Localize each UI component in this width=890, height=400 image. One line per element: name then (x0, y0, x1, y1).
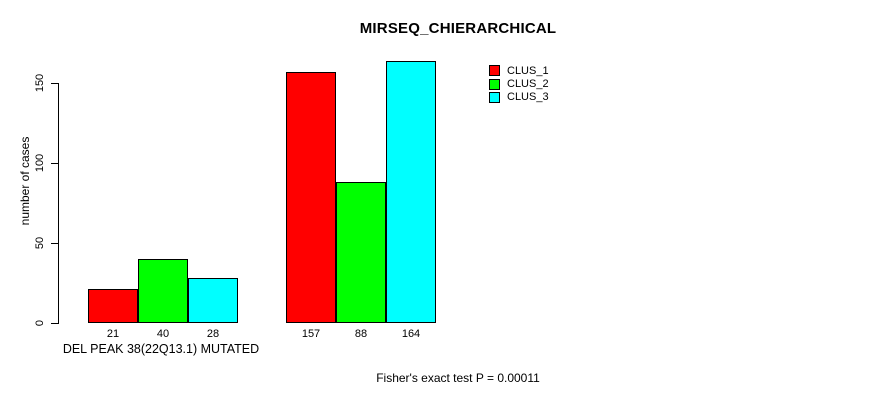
bar-clus_2-group1 (138, 259, 188, 323)
legend-swatch-icon (489, 65, 500, 77)
legend-row: CLUS_1 (489, 64, 549, 77)
bar-value-label: 88 (354, 328, 368, 340)
bar-clus_1-group2 (286, 71, 336, 323)
y-tick-label: 100 (34, 153, 46, 173)
y-tick-label: 0 (34, 319, 46, 327)
bar-clus_1-group1 (88, 289, 138, 323)
bar-value-label: 157 (301, 328, 321, 340)
bar-value-label: 21 (106, 328, 120, 340)
fisher-test-annotation: Fisher's exact test P = 0.00011 (376, 371, 540, 385)
bar-clus_3-group2 (386, 60, 436, 323)
y-tick (51, 163, 59, 164)
x-axis-group-label: DEL PEAK 38(22Q13.1) MUTATED (62, 342, 260, 356)
y-tick-label: 150 (34, 73, 46, 93)
y-tick (51, 323, 59, 324)
bar-value-label: 28 (206, 328, 220, 340)
bar-clus_3-group1 (188, 278, 238, 323)
y-axis-label: number of cases (18, 136, 32, 226)
y-axis-line (58, 83, 59, 324)
bar-clus_2-group2 (336, 182, 386, 323)
bar-value-label: 40 (156, 328, 170, 340)
legend-label: CLUS_1 (507, 64, 549, 77)
y-tick-label: 50 (34, 236, 46, 250)
legend-row: CLUS_2 (489, 77, 549, 90)
y-tick (51, 83, 59, 84)
chart-title: MIRSEQ_CHIERARCHICAL (359, 20, 557, 37)
legend-label: CLUS_2 (507, 78, 549, 91)
legend-label: CLUS_3 (507, 91, 549, 104)
legend-swatch-icon (489, 78, 500, 90)
bar-value-label: 164 (401, 328, 421, 340)
y-tick (51, 243, 59, 244)
legend-row: CLUS_3 (489, 91, 549, 104)
legend: CLUS_1 CLUS_2 CLUS_3 (489, 64, 549, 104)
legend-swatch-icon (489, 91, 500, 103)
